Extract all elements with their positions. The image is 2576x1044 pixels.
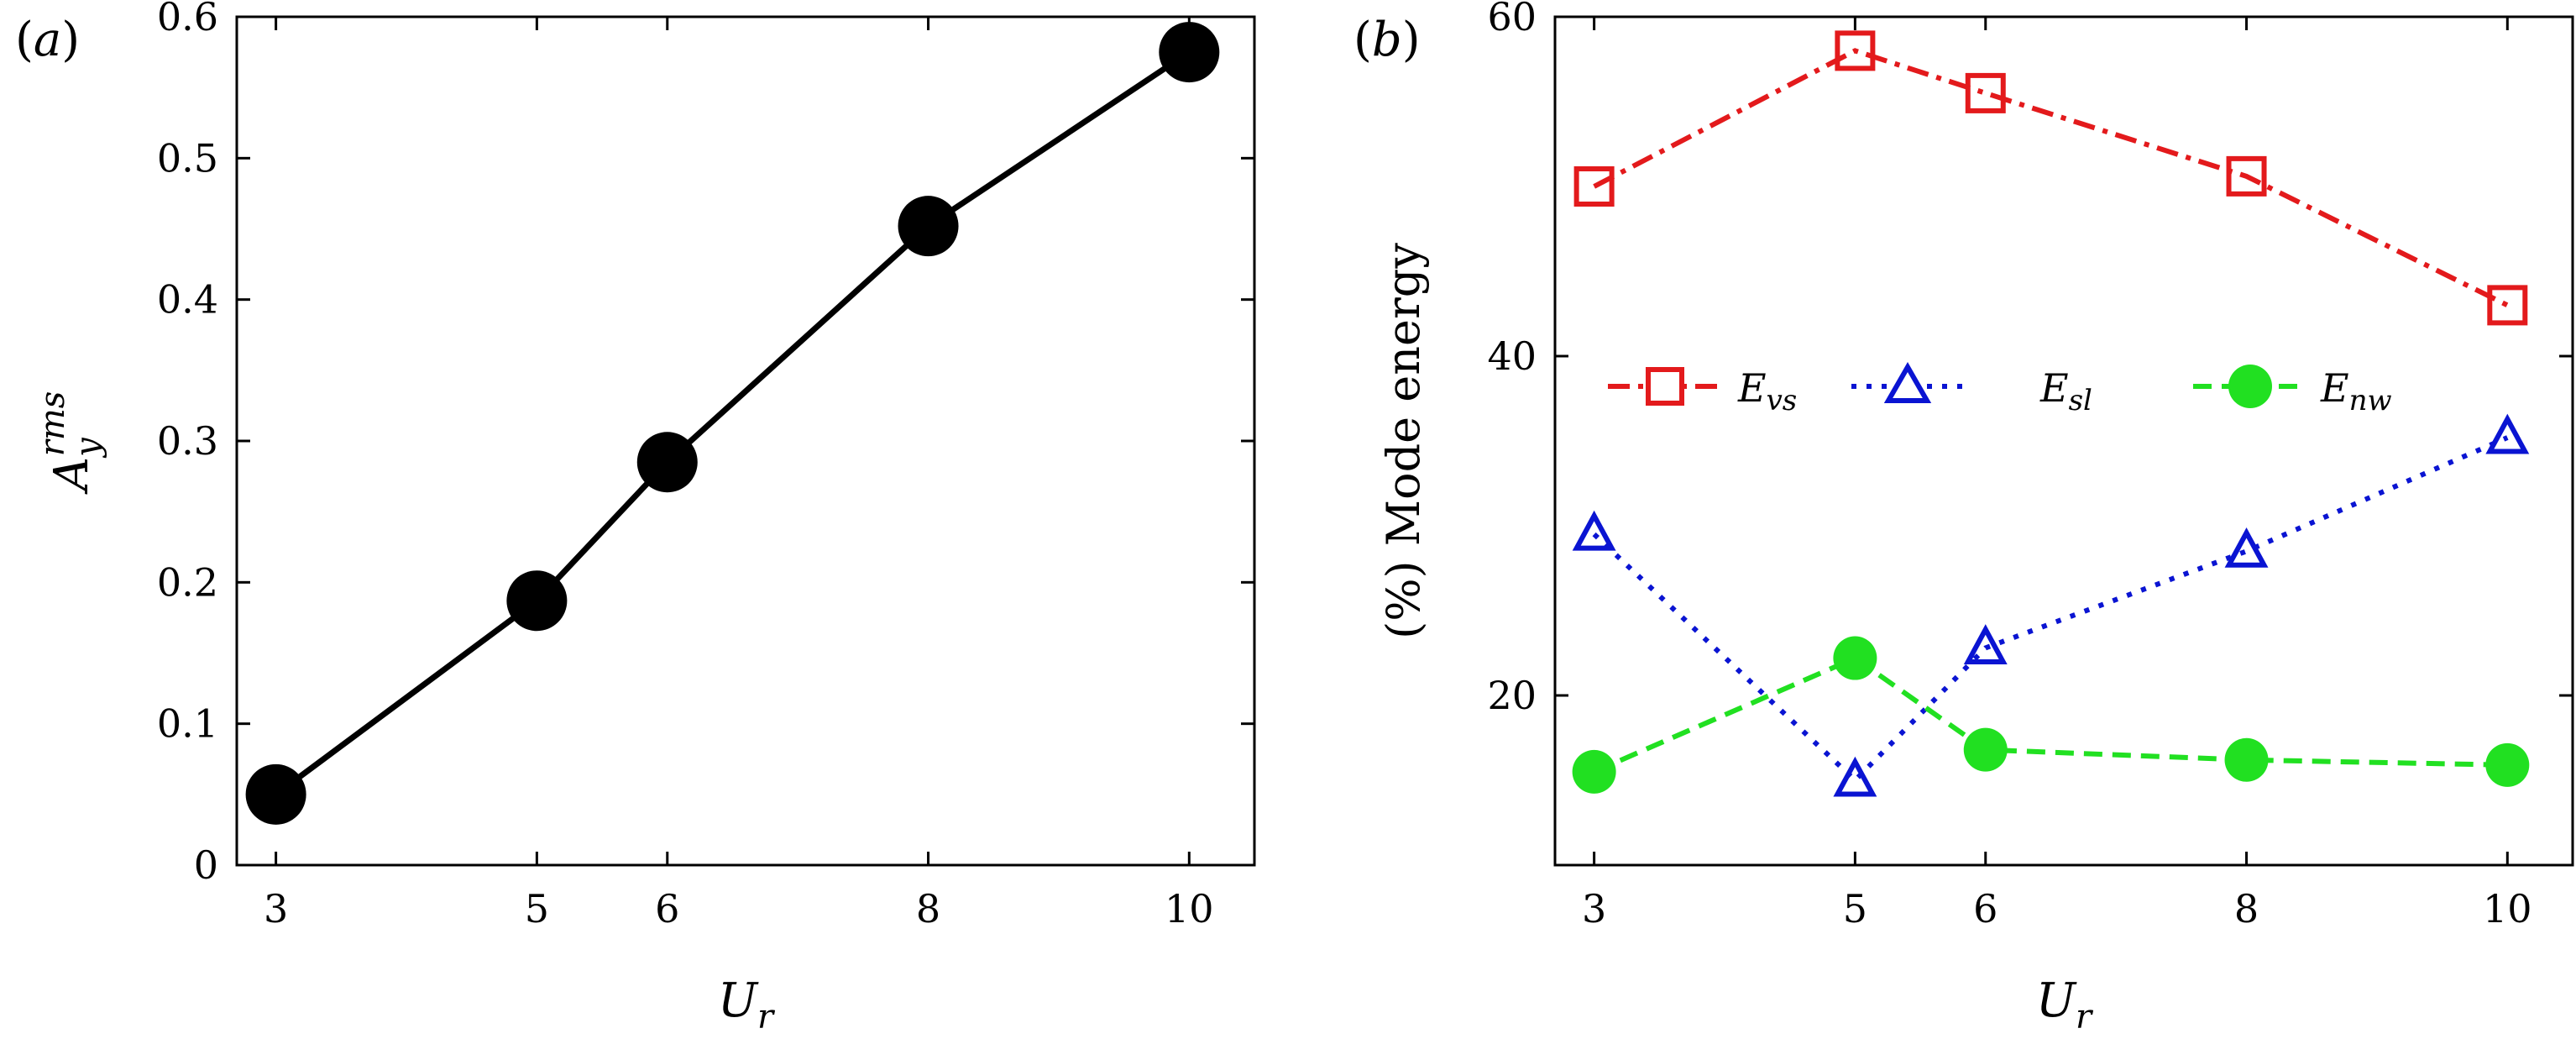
panel-b-label: (b)	[1353, 13, 1421, 67]
panel-a: (a) 3 5 6 8 10 0 0.1 0.2 0.3 0.4 0.5 0.6 Ur Ayrms	[15, 0, 1256, 1036]
x-tick-label: 8	[2234, 886, 2259, 931]
panel-a-xlabel: Ur	[718, 973, 776, 1036]
series-line-e-vs	[1593, 48, 2509, 308]
y-tick-label: 20	[1487, 673, 1537, 718]
data-point-a-y-rms	[636, 432, 698, 493]
panel-b-ticks: 3 5 6 8 10 20 40 60	[1487, 0, 2573, 931]
x-tick-label: 10	[2483, 886, 2532, 931]
data-point-e-nw	[1572, 749, 1616, 794]
y-tick-label: 0.5	[157, 135, 218, 181]
legend-marker-e-nw	[2228, 365, 2272, 408]
data-point-e-sl	[1963, 624, 2008, 664]
y-tick-label: 0.4	[157, 277, 218, 323]
panel-a-ticks: 3 5 6 8 10 0 0.1 0.2 0.3 0.4 0.5 0.6	[157, 0, 1254, 931]
data-point-e-vs	[1965, 72, 2006, 113]
data-point-e-nw	[1833, 636, 1877, 680]
legend-label-e-sl: Esl	[2039, 365, 2092, 417]
y-tick-label: 60	[1487, 0, 1537, 39]
legend-item-e-nw: Enw	[2193, 365, 2392, 417]
x-tick-label: 5	[1843, 886, 1867, 931]
data-point-e-vs	[2226, 155, 2267, 197]
panel-b-frame	[1553, 15, 2574, 867]
y-tick-label: 40	[1487, 333, 1537, 379]
x-tick-label: 6	[655, 886, 679, 931]
data-point-e-sl	[2224, 527, 2269, 568]
data-point-e-vs	[1835, 30, 1876, 71]
data-point-a-y-rms	[898, 196, 959, 257]
data-point-a-y-rms	[506, 570, 568, 632]
legend-marker-e-vs	[1646, 367, 1684, 406]
data-point-e-sl	[2485, 413, 2530, 454]
x-tick-label: 10	[1165, 886, 1214, 931]
data-point-e-vs	[1573, 166, 1615, 207]
x-tick-label: 3	[1582, 886, 1606, 931]
panel-b-ylabel: (%) Mode energy	[1377, 243, 1430, 639]
data-point-a-y-rms	[1159, 22, 1220, 83]
data-point-e-nw	[2224, 737, 2269, 782]
legend-item-e-sl: Esl	[1851, 361, 2092, 417]
data-point-e-nw	[2485, 742, 2530, 787]
y-tick-label: 0.1	[157, 701, 218, 747]
panel-b: (b) 3 5 6 8 10 20 40 60 Ur (%) Mode energy Evs …	[1353, 0, 2574, 1036]
series-line-e-sl	[1592, 435, 2509, 784]
panel-b-plot-area	[1572, 30, 2530, 797]
panel-b-xlabel: Ur	[2036, 973, 2094, 1036]
legend-marker-e-sl	[1883, 361, 1932, 403]
legend-label-e-vs: Evs	[1737, 365, 1797, 417]
data-point-e-vs	[2487, 285, 2528, 326]
data-point-e-sl	[1833, 756, 1877, 797]
panel-b-legend: Evs Esl Enw	[1608, 361, 2392, 417]
y-tick-label: 0	[194, 842, 218, 888]
panel-a-plot-area	[245, 22, 1220, 825]
x-tick-label: 5	[525, 886, 549, 931]
x-tick-label: 6	[1973, 886, 1997, 931]
x-tick-label: 3	[264, 886, 288, 931]
data-point-e-nw	[1963, 727, 2008, 772]
y-tick-label: 0.3	[157, 418, 218, 464]
panel-a-label: (a)	[15, 13, 80, 67]
data-point-e-sl	[1572, 510, 1616, 551]
data-point-a-y-rms	[245, 763, 306, 825]
y-tick-label: 0.2	[157, 559, 218, 605]
panel-a-ylabel: Ayrms	[34, 391, 107, 496]
series-line-a-y-rms	[274, 50, 1191, 797]
series-line-e-nw	[1593, 655, 2508, 774]
panel-a-frame	[235, 15, 1256, 867]
y-tick-label: 0.6	[157, 0, 218, 39]
legend-label-e-nw: Enw	[2320, 365, 2392, 417]
legend-item-e-vs: Evs	[1608, 365, 1797, 417]
x-tick-label: 8	[916, 886, 940, 931]
